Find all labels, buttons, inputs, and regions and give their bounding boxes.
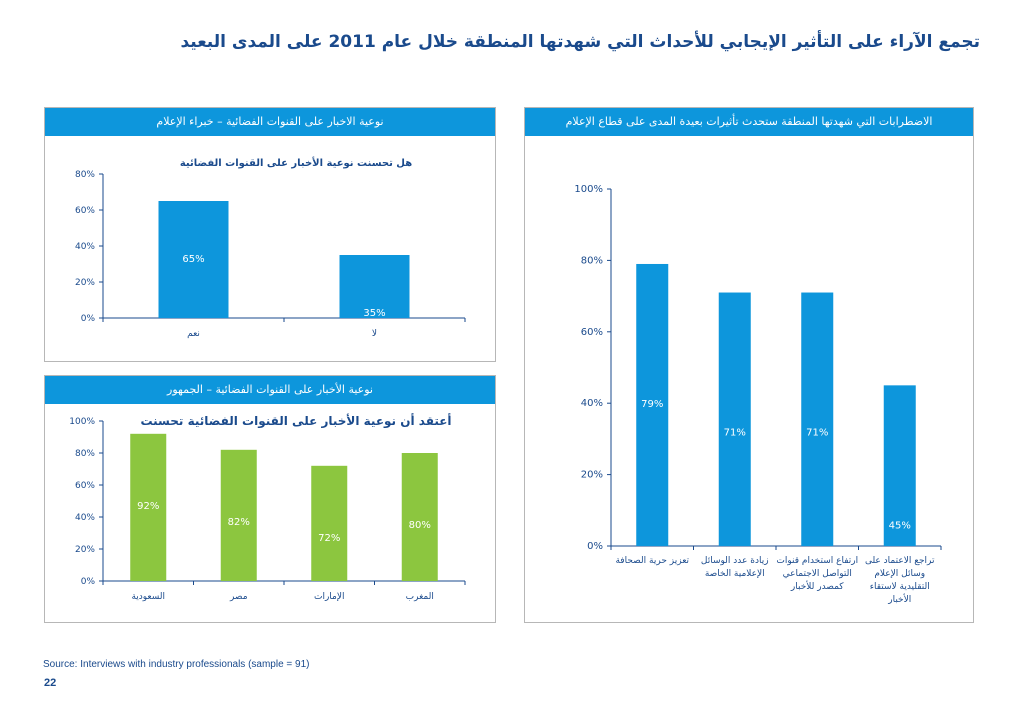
- experts-bar: [339, 255, 410, 318]
- public-data-label: 92%: [137, 501, 159, 512]
- public-category-label: المغرب: [406, 592, 434, 602]
- disruptions-data-label: 71%: [724, 428, 746, 439]
- public-bar-chart: أعتقد أن نوعية الأخبار على القنوات الفضا…: [69, 413, 466, 602]
- disruptions-data-label: 71%: [806, 428, 828, 439]
- disruptions-bar: [718, 292, 751, 546]
- public-category-label: مصر: [229, 592, 248, 602]
- disruptions-bar: [801, 292, 834, 546]
- disruptions-y-tick-label: 80%: [581, 255, 603, 266]
- experts-bar: [158, 201, 229, 318]
- public-y-tick-label: 20%: [75, 545, 95, 555]
- experts-y-tick-label: 60%: [75, 206, 95, 216]
- experts-bar-chart: هل تحسنت نوعية الأخبار على القنوات الفضا…: [75, 156, 466, 339]
- disruptions-data-label: 79%: [641, 399, 663, 410]
- disruptions-y-tick-label: 60%: [581, 327, 603, 338]
- disruptions-category-label: الإعلامية الخاصة: [705, 569, 765, 579]
- source-note: Source: Interviews with industry profess…: [43, 659, 310, 670]
- disruptions-category-label: التقليدية لاستقاء: [870, 582, 930, 592]
- public-y-tick-label: 0%: [81, 577, 96, 587]
- disruptions-bar: [636, 263, 669, 546]
- public-data-label: 80%: [409, 520, 431, 531]
- public-bar: [130, 433, 167, 581]
- public-data-label: 72%: [318, 533, 340, 544]
- disruptions-category-label: تعزيز حرية الصحافة: [615, 556, 689, 566]
- public-y-tick-label: 40%: [75, 513, 95, 523]
- disruptions-category-label: كمصدر للأخبار: [790, 580, 844, 592]
- disruptions-y-tick-label: 40%: [581, 398, 603, 409]
- public-data-label: 82%: [228, 517, 250, 528]
- experts-y-tick-label: 0%: [81, 314, 96, 324]
- experts-category-label: نعم: [187, 329, 200, 339]
- experts-y-tick-label: 80%: [75, 170, 95, 180]
- public-bar: [401, 453, 438, 581]
- public-y-tick-label: 80%: [75, 449, 95, 459]
- disruptions-category-label: زيادة عدد الوسائل: [701, 556, 769, 566]
- public-bar: [311, 465, 348, 581]
- public-y-tick-label: 100%: [69, 417, 95, 427]
- disruptions-category-label: تراجع الاعتماد على: [865, 556, 935, 566]
- disruptions-y-tick-label: 20%: [581, 470, 603, 481]
- experts-data-label: 65%: [182, 254, 204, 265]
- public-chart-title: أعتقد أن نوعية الأخبار على القنوات الفضا…: [140, 413, 451, 429]
- page-number: 22: [44, 677, 57, 689]
- disruptions-category-label: وسائل الإعلام: [874, 569, 925, 579]
- disruptions-y-tick-label: 100%: [574, 184, 603, 195]
- public-category-label: الإمارات: [314, 592, 345, 602]
- experts-data-label: 35%: [363, 308, 385, 319]
- experts-y-tick-label: 20%: [75, 278, 95, 288]
- experts-panel-header: نوعية الاخبار على القنوات الفضائية – خبر…: [45, 108, 495, 136]
- public-chart-panel: نوعية الأخبار على القنوات الفضائية – الج…: [44, 375, 496, 623]
- public-category-label: السعودية: [131, 592, 165, 602]
- public-panel-header: نوعية الأخبار على القنوات الفضائية – الج…: [45, 376, 495, 404]
- disruptions-panel-header: الاضطرابات التي شهدتها المنطقة ستحدث تأث…: [525, 108, 973, 136]
- public-bar: [220, 449, 257, 581]
- disruptions-category-label: التواصل الاجتماعي: [783, 569, 852, 579]
- page-title: تجمع الآراء على التأثير الإيجابي للأحداث…: [180, 32, 980, 52]
- public-y-tick-label: 60%: [75, 481, 95, 491]
- experts-chart-panel: نوعية الاخبار على القنوات الفضائية – خبر…: [44, 107, 496, 362]
- disruptions-bar-chart: 0% 20% 40% 60% 80% 100% 79% تعزيز حرية الصحافة 7…: [574, 184, 942, 605]
- disruptions-data-label: 45%: [889, 520, 911, 531]
- experts-chart-title: هل تحسنت نوعية الأخبار على القنوات الفضا…: [180, 156, 412, 169]
- disruptions-category-label: ارتفاع استخدام قنوات: [776, 556, 858, 566]
- experts-category-label: لا: [372, 329, 377, 339]
- experts-y-tick-label: 40%: [75, 242, 95, 252]
- disruptions-category-label: الأخبار: [887, 593, 911, 605]
- disruptions-y-tick-label: 0%: [587, 541, 603, 552]
- disruptions-chart-panel: الاضطرابات التي شهدتها المنطقة ستحدث تأث…: [524, 107, 974, 623]
- disruptions-bar: [883, 385, 916, 546]
